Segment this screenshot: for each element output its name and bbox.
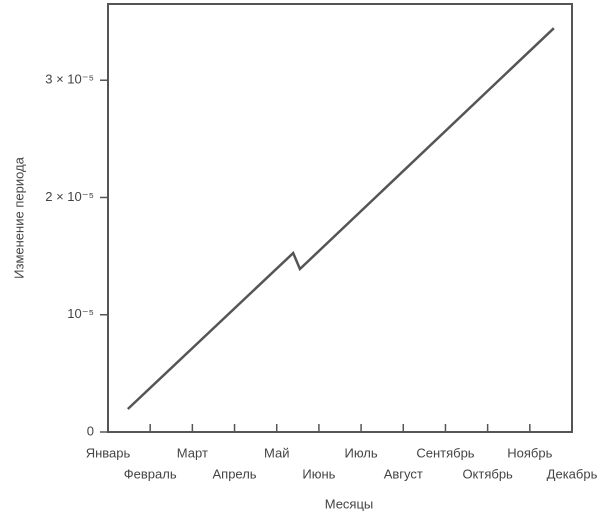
- x-tick-label: Март: [177, 445, 208, 460]
- x-tick-label: Январь: [86, 445, 131, 460]
- y-tick-label: 3 × 10⁻⁵: [45, 72, 94, 87]
- x-tick-label: Февраль: [124, 466, 177, 481]
- y-tick-label: 10⁻⁵: [67, 306, 94, 321]
- x-tick-label: Апрель: [212, 466, 256, 481]
- y-axis-label: Изменение периода: [11, 156, 26, 278]
- y-tick-label: 0: [87, 423, 94, 438]
- x-tick-label: Декабрь: [547, 466, 598, 481]
- x-axis-label: Месяцы: [325, 496, 374, 511]
- x-tick-label: Октябрь: [462, 466, 513, 481]
- x-tick-label: Сентябрь: [416, 445, 474, 460]
- x-tick-label: Июнь: [302, 466, 335, 481]
- x-tick-label: Июль: [345, 445, 378, 460]
- x-tick-label: Май: [264, 445, 289, 460]
- x-tick-label: Ноябрь: [507, 445, 552, 460]
- y-tick-label: 2 × 10⁻⁵: [45, 189, 94, 204]
- data-line: [126, 27, 555, 410]
- plot-frame: [107, 3, 573, 433]
- x-tick-label: Август: [384, 466, 423, 481]
